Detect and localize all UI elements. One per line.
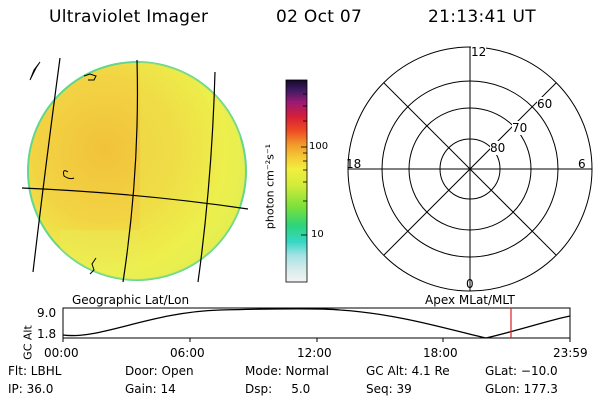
colorbar-gradient [285, 79, 308, 283]
mlt-label-0: 0 [466, 277, 474, 291]
mlat-label-80: 80 [490, 141, 506, 155]
mlat-label-60: 60 [537, 97, 553, 111]
timeline-ytick-bottom: 1.8 [37, 327, 57, 341]
meridian-line [32, 57, 61, 273]
colorbar [285, 79, 308, 283]
app-title: Ultraviolet Imager [49, 7, 209, 27]
mlt-label-18: 18 [346, 157, 362, 171]
info-ip: IP: 36.0 [8, 382, 54, 396]
info-door: Door: Open [125, 364, 194, 378]
mlt-label-12: 12 [471, 45, 487, 59]
geo-grid [21, 57, 249, 283]
timeline-ytick-top: 9.0 [37, 306, 57, 320]
apex-label: Apex MLat/MLT [425, 293, 515, 307]
info-seq: Seq: 39 [366, 382, 412, 396]
timeline-xtick-1800: 18:00 [423, 346, 458, 360]
colorbar-tick-10: 10 [311, 229, 324, 240]
info-gain: Gain: 14 [125, 382, 176, 396]
coastline [83, 73, 97, 81]
info-gc-alt: GC Alt: 4.1 Re [366, 364, 450, 378]
earth-disk-panel [21, 57, 249, 283]
polar-diagonal [383, 82, 557, 256]
coastline [89, 257, 97, 275]
colorbar-tick-100: 100 [309, 141, 329, 152]
colorbar-ticks [301, 93, 307, 236]
polar-grid [347, 46, 593, 292]
info-flt: Flt: LBHL [8, 364, 62, 378]
timeline-xtick-2359: 23:59 [553, 346, 588, 360]
timeline-xtick-0000: 00:00 [44, 346, 79, 360]
polar-plot [347, 46, 593, 292]
colorbar-unit-label: photon cm⁻²s⁻¹ [263, 143, 277, 230]
meridian-line [122, 59, 139, 283]
timeline-ylabel: GC Alt [21, 325, 35, 360]
geographic-label: Geographic Lat/Lon [72, 293, 190, 307]
altitude-timeline [62, 307, 571, 342]
timeline-frame [62, 307, 571, 339]
info-glat: GLat: −10.0 [485, 364, 558, 378]
meridian-line [197, 71, 216, 283]
mlt-label-6: 6 [578, 157, 586, 171]
coastlines [29, 61, 97, 275]
altitude-curve [62, 308, 571, 339]
timeline-xtick-0600: 06:00 [170, 346, 205, 360]
timeline-ticks [62, 338, 571, 342]
coastline [63, 170, 75, 180]
info-mode: Mode: Normal [245, 364, 329, 378]
mlat-label-70: 70 [512, 121, 528, 135]
info-dsp: Dsp: 5.0 [245, 382, 311, 396]
timeline-xtick-1200: 12:00 [297, 346, 332, 360]
parallel-line [21, 187, 249, 210]
coastline [29, 61, 41, 81]
uv-disk-image [29, 63, 245, 279]
info-glon: GLon: 177.3 [485, 382, 558, 396]
date-label: 02 Oct 07 [276, 7, 363, 27]
time-label: 21:13:41 UT [428, 7, 536, 27]
